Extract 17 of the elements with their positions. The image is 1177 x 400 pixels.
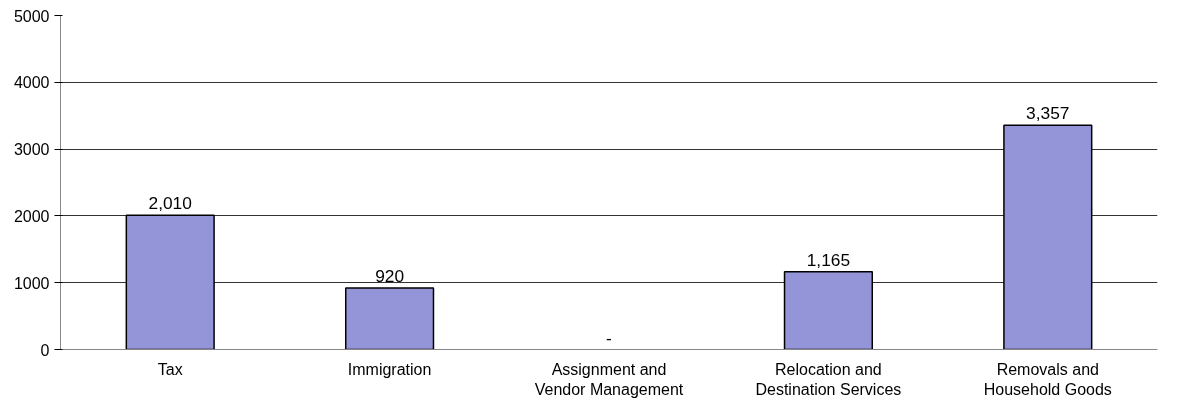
y-tick-label: 5000	[13, 7, 50, 25]
x-tick-label: Removals and Household Goods	[983, 360, 1112, 398]
y-tick-label: 0	[40, 341, 50, 359]
data-label: 1,165	[806, 249, 851, 270]
y-tick-label: 4000	[13, 74, 50, 92]
y-tick-label: 3000	[13, 141, 50, 159]
y-tick-label: 2000	[13, 207, 50, 225]
bar	[344, 287, 435, 350]
x-tick-label: Tax	[157, 360, 183, 378]
data-label: 920	[375, 266, 405, 287]
x-tick-label: Assignment and Vendor Management	[534, 360, 684, 398]
data-label: -	[606, 327, 612, 348]
y-tick-label: 1000	[13, 274, 50, 292]
x-tick-label: Relocation and Destination Services	[755, 360, 902, 398]
x-tick-label: Immigration	[347, 360, 432, 378]
data-label: 2,010	[148, 193, 192, 214]
data-label: 3,357	[1026, 103, 1070, 124]
